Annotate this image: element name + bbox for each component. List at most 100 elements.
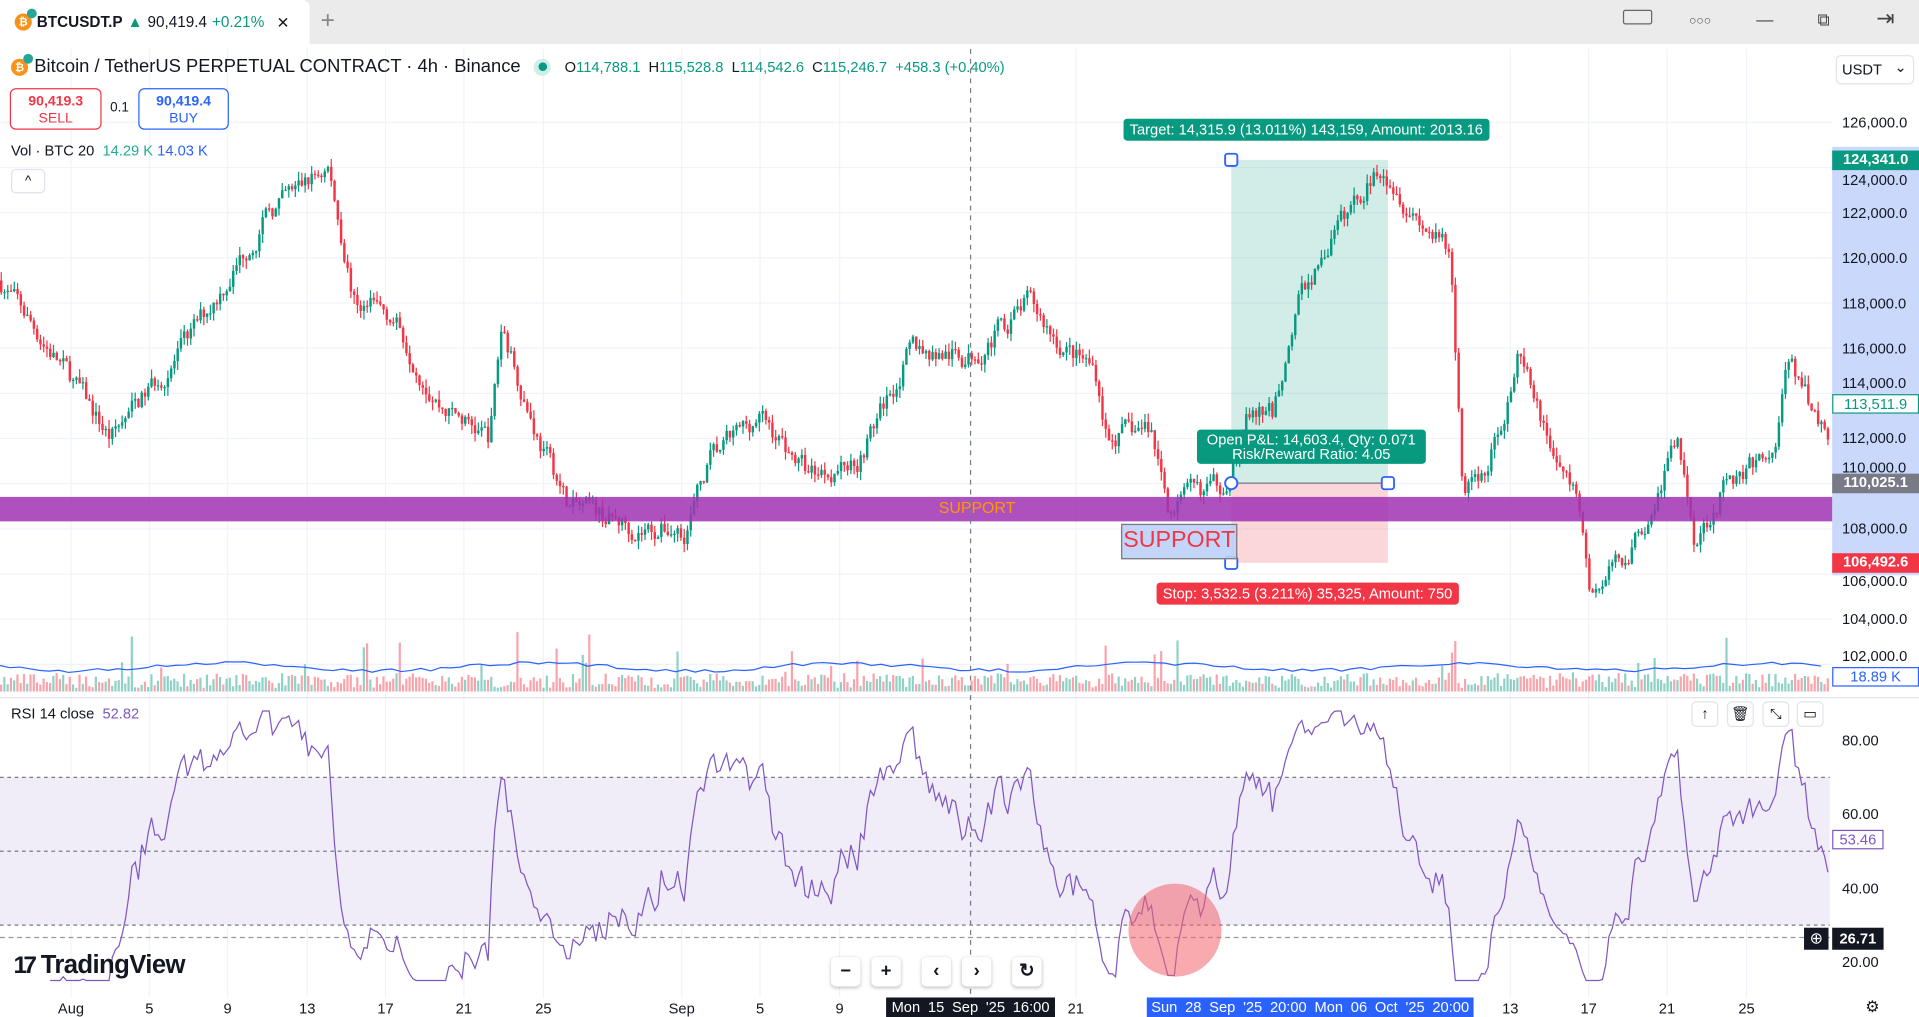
candle-body bbox=[1388, 185, 1392, 188]
candle-body bbox=[1702, 522, 1705, 534]
candle-body bbox=[830, 477, 833, 483]
candle-body bbox=[0, 280, 3, 293]
candle-body bbox=[1209, 480, 1212, 484]
candle-body bbox=[839, 462, 843, 472]
minimize-icon[interactable]: — bbox=[1756, 9, 1774, 30]
volume-bar bbox=[1016, 679, 1019, 692]
volume-bar bbox=[343, 678, 346, 692]
volume-bar bbox=[584, 662, 588, 692]
volume-bar bbox=[196, 679, 199, 692]
candle-body bbox=[699, 481, 702, 485]
add-plus-icon[interactable]: ⊕ bbox=[1804, 927, 1829, 950]
volume-bar bbox=[1797, 679, 1800, 692]
volume-bar bbox=[807, 674, 810, 692]
collapse-legend-button[interactable]: ^ bbox=[11, 168, 46, 194]
buy-button[interactable]: 90,419.4 BUY bbox=[138, 88, 229, 130]
candle-body bbox=[418, 375, 421, 386]
tradingview-logo[interactable]: 17 TradingView bbox=[13, 950, 185, 980]
scroll-left-button[interactable]: ‹ bbox=[921, 957, 951, 987]
volume-bar bbox=[1575, 678, 1578, 692]
chart-canvas[interactable] bbox=[0, 44, 1919, 1017]
volume-bar bbox=[647, 685, 650, 692]
reset-chart-button[interactable]: ↻ bbox=[1012, 957, 1042, 987]
volume-bar bbox=[633, 681, 637, 692]
volume-bar bbox=[1794, 673, 1797, 692]
candle-body bbox=[13, 288, 16, 292]
zoom-in-button[interactable]: + bbox=[871, 957, 901, 987]
move-pane-up-icon[interactable]: ↑ bbox=[1691, 701, 1719, 727]
volume-bar bbox=[797, 681, 800, 692]
volume-bar bbox=[1555, 679, 1558, 692]
delete-pane-icon[interactable]: 🗑 bbox=[1726, 701, 1754, 727]
candle-body bbox=[803, 454, 807, 472]
candle-body bbox=[365, 305, 369, 308]
time-tick: 5 bbox=[145, 999, 154, 1017]
settings-icon[interactable]: ⚙ bbox=[1865, 997, 1880, 1016]
exit-icon[interactable]: ⇥ bbox=[1876, 6, 1895, 31]
volume-bar bbox=[1738, 683, 1741, 692]
volume-bar bbox=[1633, 686, 1637, 692]
volume-bar bbox=[1372, 679, 1375, 692]
volume-bar bbox=[1343, 679, 1346, 692]
candle-body bbox=[405, 342, 408, 354]
candle-body bbox=[248, 255, 251, 261]
volume-bar bbox=[1532, 674, 1535, 692]
price-axis[interactable]: 126,000.0 124,000.0 122,000.0 120,000.0 118,… bbox=[1832, 49, 1919, 698]
sell-button[interactable]: 90,419.3 SELL bbox=[9, 88, 102, 130]
volume-bar bbox=[1754, 680, 1758, 692]
candle-body bbox=[1019, 306, 1023, 311]
candle-body bbox=[473, 425, 477, 434]
candle-body bbox=[1748, 457, 1751, 469]
tab-btcusdt[interactable]: ₿ BTCUSDT.P ▲ 90,419.4 +0.21% ✕ bbox=[0, 0, 310, 45]
volume-bar bbox=[156, 680, 160, 692]
price-tick: 108,000.0 bbox=[1841, 520, 1908, 538]
candle-body bbox=[1745, 468, 1748, 480]
layout-icon[interactable] bbox=[1622, 9, 1653, 25]
candle-body bbox=[892, 393, 895, 397]
volume-bar bbox=[607, 683, 611, 692]
candle-body bbox=[800, 454, 804, 459]
candle-body bbox=[653, 532, 657, 539]
candle-body bbox=[663, 523, 666, 532]
volume-bar bbox=[627, 675, 630, 692]
candle-body bbox=[1284, 363, 1287, 382]
candle-body bbox=[705, 464, 709, 483]
zoom-out-button[interactable]: − bbox=[831, 957, 861, 987]
order-quantity[interactable]: 0.1 bbox=[110, 100, 129, 116]
candle-body bbox=[1588, 558, 1591, 590]
collapse-pane-icon[interactable]: ⤡ bbox=[1762, 701, 1790, 727]
new-tab-button[interactable]: + bbox=[320, 7, 335, 35]
volume-bar bbox=[1699, 683, 1702, 692]
support-callout[interactable]: SUPPORT bbox=[1121, 523, 1238, 560]
scroll-right-button[interactable]: › bbox=[961, 957, 992, 987]
candle-body bbox=[885, 395, 889, 409]
candle-body bbox=[1571, 484, 1575, 486]
currency-select[interactable]: USDT ⌄ bbox=[1835, 55, 1915, 85]
time-axis[interactable]: Aug 5 9 13 17 21 25 Sep 5 9 21 13 17 21 25 Mon 15 Sep '… bbox=[0, 997, 1919, 1017]
volume-bar bbox=[1385, 685, 1388, 692]
volume-bar bbox=[1767, 673, 1771, 692]
candle-body bbox=[1617, 554, 1621, 559]
volume-bar bbox=[748, 681, 751, 692]
volume-bar bbox=[447, 677, 450, 692]
volume-bar bbox=[173, 678, 176, 692]
more-icon[interactable]: ○○○ bbox=[1688, 14, 1712, 29]
candle-body bbox=[1401, 204, 1405, 214]
volume-bar bbox=[555, 648, 558, 692]
volume-bar bbox=[1424, 682, 1427, 692]
restore-icon[interactable]: ⧉ bbox=[1817, 9, 1830, 30]
candle-body bbox=[1558, 462, 1562, 467]
candle-body bbox=[307, 177, 310, 185]
symbol-title[interactable]: Bitcoin / TetherUS PERPETUAL CONTRACT · … bbox=[34, 56, 521, 78]
maximize-pane-icon[interactable]: ▭ bbox=[1796, 701, 1824, 727]
volume-bar bbox=[1065, 677, 1068, 692]
volume-bar bbox=[1780, 683, 1784, 692]
volume-bar bbox=[986, 677, 990, 692]
volume-bar bbox=[1130, 679, 1133, 692]
candle-body bbox=[679, 528, 683, 538]
close-tab-icon[interactable]: ✕ bbox=[276, 14, 290, 32]
volume-bar bbox=[290, 674, 294, 692]
candle-body bbox=[88, 398, 91, 401]
candle-body bbox=[1813, 410, 1817, 412]
candle-body bbox=[1349, 204, 1353, 213]
